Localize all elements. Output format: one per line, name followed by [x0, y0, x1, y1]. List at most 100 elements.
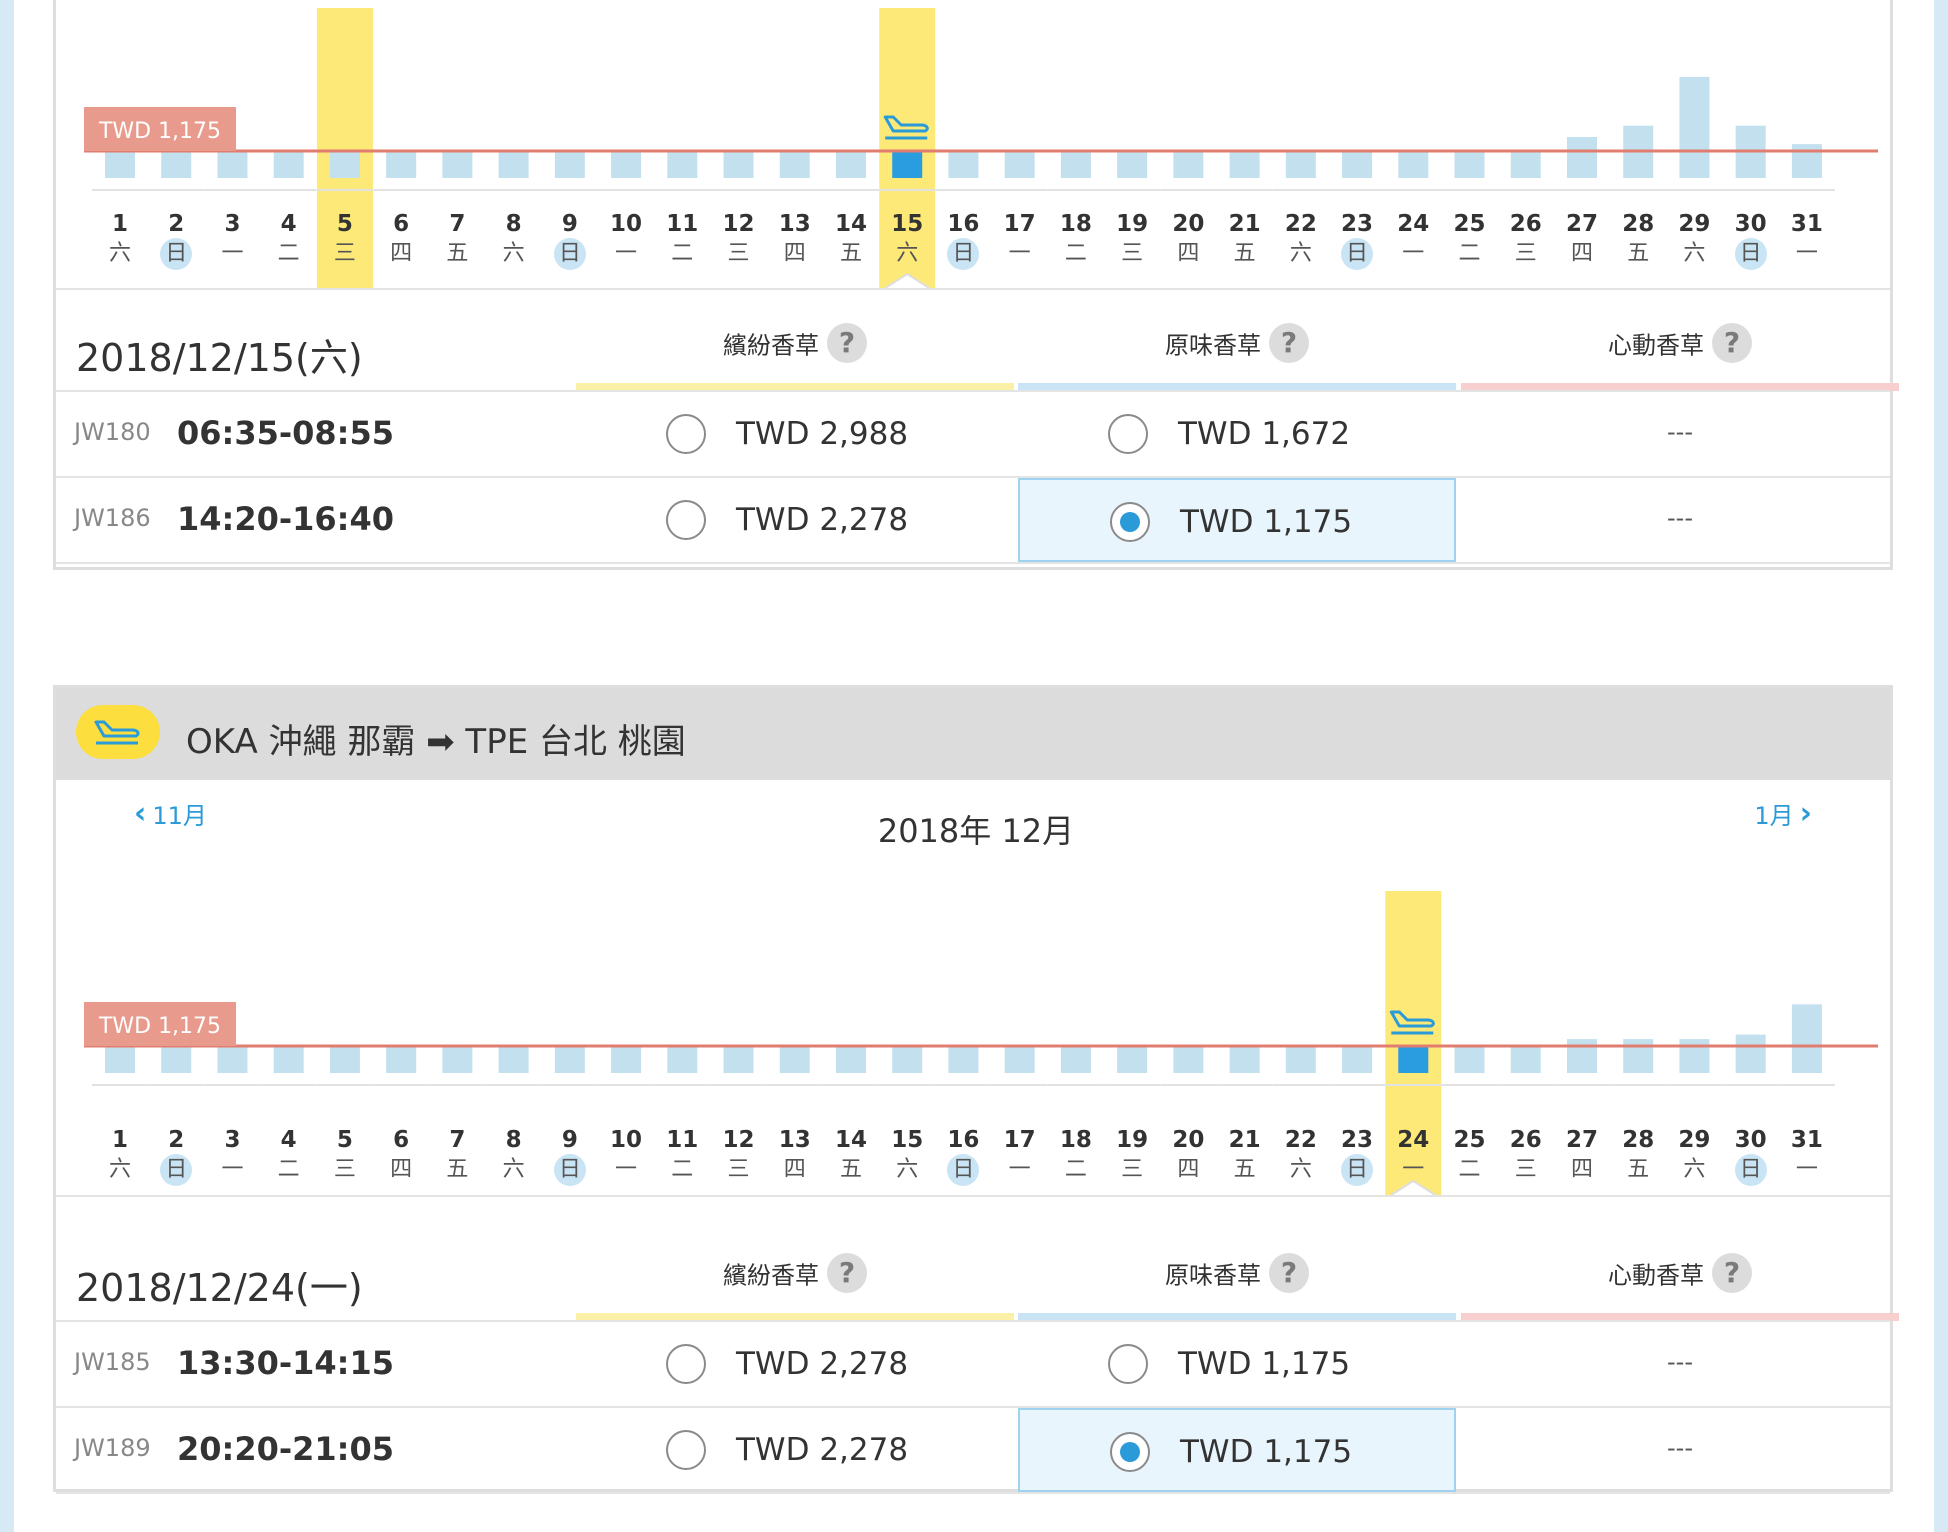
price-bar-15[interactable]	[892, 151, 923, 178]
next-month-link[interactable]: 1月 ›	[1754, 796, 1818, 831]
price-bar-17[interactable]	[1004, 1046, 1035, 1073]
price-bar-12[interactable]	[723, 1046, 754, 1073]
price-bar-6[interactable]	[386, 151, 417, 178]
price-bar-24[interactable]	[1398, 1046, 1429, 1073]
fare-option[interactable]: TWD 1,175	[1018, 478, 1456, 562]
day-cell-26[interactable]: 26 三	[1498, 210, 1554, 274]
day-cell-19[interactable]: 19 三	[1104, 1126, 1160, 1190]
day-cell-11[interactable]: 11 二	[654, 1126, 710, 1190]
price-bar-20[interactable]	[1173, 151, 1204, 178]
day-cell-27[interactable]: 27 四	[1554, 210, 1610, 274]
day-cell-29[interactable]: 29 六	[1666, 1126, 1722, 1190]
fare-radio[interactable]	[666, 500, 706, 540]
day-cell-16[interactable]: 16 日	[935, 1126, 991, 1190]
day-cell-23[interactable]: 23 日	[1329, 210, 1385, 274]
price-bar-6[interactable]	[386, 1046, 417, 1073]
price-bar-21[interactable]	[1229, 1046, 1260, 1073]
day-cell-29[interactable]: 29 六	[1666, 210, 1722, 274]
price-bar-10[interactable]	[611, 1046, 642, 1073]
fare-radio[interactable]	[1110, 502, 1150, 542]
price-bar-26[interactable]	[1510, 1046, 1541, 1073]
day-cell-10[interactable]: 10 一	[598, 210, 654, 274]
price-bar-29[interactable]	[1679, 76, 1710, 178]
day-cell-11[interactable]: 11 二	[654, 210, 710, 274]
day-cell-17[interactable]: 17 一	[992, 1126, 1048, 1190]
price-bar-10[interactable]	[611, 151, 642, 178]
day-cell-28[interactable]: 28 五	[1610, 210, 1666, 274]
day-cell-20[interactable]: 20 四	[1160, 210, 1216, 274]
day-cell-10[interactable]: 10 一	[598, 1126, 654, 1190]
fare-radio[interactable]	[666, 1430, 706, 1470]
price-bar-2[interactable]	[161, 151, 192, 178]
day-cell-18[interactable]: 18 二	[1048, 210, 1104, 274]
price-bar-29[interactable]	[1679, 1039, 1710, 1073]
help-icon[interactable]: ?	[1712, 323, 1752, 363]
day-cell-21[interactable]: 21 五	[1217, 210, 1273, 274]
fare-radio[interactable]	[666, 414, 706, 454]
price-bar-16[interactable]	[948, 151, 979, 178]
fare-radio[interactable]	[1110, 1432, 1150, 1472]
price-bar-18[interactable]	[1060, 1046, 1091, 1073]
day-cell-15[interactable]: 15 六	[879, 210, 935, 274]
day-cell-30[interactable]: 30 日	[1723, 210, 1779, 274]
day-cell-12[interactable]: 12 三	[711, 1126, 767, 1190]
day-cell-26[interactable]: 26 三	[1498, 1126, 1554, 1190]
day-cell-25[interactable]: 25 二	[1442, 210, 1498, 274]
price-bar-5[interactable]	[329, 1046, 360, 1073]
day-cell-27[interactable]: 27 四	[1554, 1126, 1610, 1190]
price-bar-18[interactable]	[1060, 151, 1091, 178]
help-icon[interactable]: ?	[1269, 323, 1309, 363]
price-bar-25[interactable]	[1454, 1046, 1485, 1073]
price-bar-7[interactable]	[442, 1046, 473, 1073]
help-icon[interactable]: ?	[827, 1253, 867, 1293]
price-bar-17[interactable]	[1004, 151, 1035, 178]
fare-option[interactable]: TWD 2,988	[576, 392, 1014, 476]
day-cell-19[interactable]: 19 三	[1104, 210, 1160, 274]
price-bar-13[interactable]	[779, 1046, 810, 1073]
price-bar-19[interactable]	[1117, 1046, 1148, 1073]
price-bar-11[interactable]	[667, 151, 698, 178]
day-cell-21[interactable]: 21 五	[1217, 1126, 1273, 1190]
fare-radio[interactable]	[1108, 414, 1148, 454]
fare-option[interactable]: TWD 1,175	[1018, 1322, 1456, 1406]
day-cell-31[interactable]: 31 一	[1779, 210, 1835, 274]
price-bar-9[interactable]	[554, 151, 585, 178]
day-cell-23[interactable]: 23 日	[1329, 1126, 1385, 1190]
prev-month-link[interactable]: ‹ 11月	[128, 796, 207, 831]
fare-option[interactable]: TWD 2,278	[576, 478, 1014, 562]
day-cell-18[interactable]: 18 二	[1048, 1126, 1104, 1190]
day-cell-22[interactable]: 22 六	[1273, 210, 1329, 274]
price-bar-27[interactable]	[1566, 136, 1597, 178]
day-cell-12[interactable]: 12 三	[711, 210, 767, 274]
help-icon[interactable]: ?	[827, 323, 867, 363]
day-cell-15[interactable]: 15 六	[879, 1126, 935, 1190]
day-cell-30[interactable]: 30 日	[1723, 1126, 1779, 1190]
price-bar-3[interactable]	[217, 1046, 248, 1073]
price-bar-14[interactable]	[835, 1046, 866, 1073]
price-bar-1[interactable]	[105, 1046, 135, 1073]
fare-option[interactable]: TWD 2,278	[576, 1322, 1014, 1406]
price-bar-31[interactable]	[1791, 144, 1822, 178]
price-bar-4[interactable]	[273, 1046, 304, 1073]
price-bar-2[interactable]	[161, 1046, 192, 1073]
day-cell-13[interactable]: 13 四	[767, 210, 823, 274]
help-icon[interactable]: ?	[1712, 1253, 1752, 1293]
price-bar-8[interactable]	[498, 151, 529, 178]
day-cell-13[interactable]: 13 四	[767, 1126, 823, 1190]
day-cell-16[interactable]: 16 日	[935, 210, 991, 274]
price-bar-31[interactable]	[1791, 1004, 1822, 1073]
